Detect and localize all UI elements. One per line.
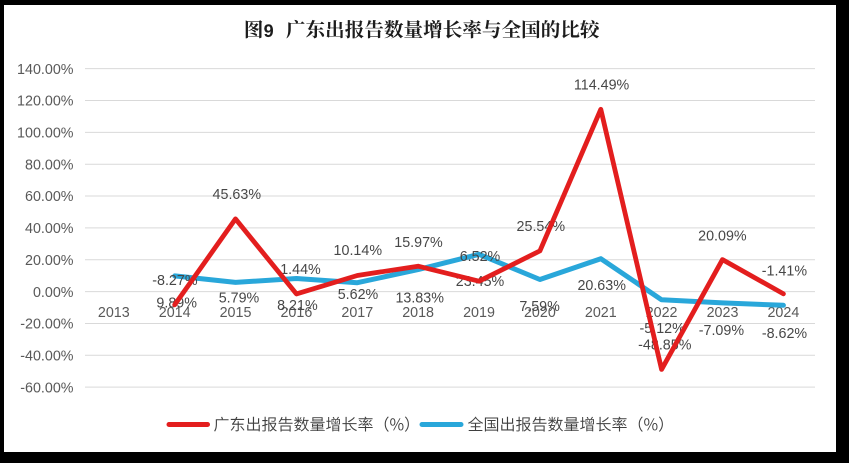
svg-text:10.14%: 10.14% [334,243,383,259]
svg-text:2015: 2015 [220,305,252,321]
svg-text:5.79%: 5.79% [219,291,260,307]
svg-text:2014: 2014 [159,305,191,321]
svg-text:2013: 2013 [98,305,130,321]
svg-text:15.97%: 15.97% [394,235,443,251]
svg-text:8.21%: 8.21% [277,298,318,314]
svg-text:100.00%: 100.00% [17,126,74,142]
svg-text:80.00%: 80.00% [25,157,74,173]
svg-text:0.00%: 0.00% [33,285,74,301]
svg-text:2024: 2024 [767,305,799,321]
svg-text:114.49%: 114.49% [574,78,630,94]
svg-text:2019: 2019 [463,305,495,321]
svg-text:2021: 2021 [585,305,617,321]
svg-text:2017: 2017 [341,305,373,321]
svg-text:6.52%: 6.52% [460,249,501,265]
svg-text:140.00%: 140.00% [17,62,74,78]
svg-text:1.44%: 1.44% [280,262,321,278]
svg-text:-60.00%: -60.00% [20,380,74,396]
svg-text:-7.09%: -7.09% [699,323,745,339]
svg-text:7.59%: 7.59% [519,299,560,315]
svg-text:25.54%: 25.54% [517,219,566,235]
svg-text:5.62%: 5.62% [338,287,379,303]
svg-text:2016: 2016 [280,305,312,321]
svg-text:2018: 2018 [402,305,434,321]
svg-text:-8.62%: -8.62% [762,326,808,342]
svg-text:20.63%: 20.63% [577,278,626,294]
svg-text:-20.00%: -20.00% [20,317,74,333]
svg-text:2022: 2022 [646,305,678,321]
svg-text:-48.85%: -48.85% [638,338,692,354]
svg-text:-40.00%: -40.00% [20,349,74,365]
svg-text:20.00%: 20.00% [25,253,74,269]
svg-text:2020: 2020 [524,305,556,321]
svg-text:60.00%: 60.00% [25,189,74,205]
svg-text:120.00%: 120.00% [17,94,74,110]
svg-text:-1.41%: -1.41% [762,263,808,279]
svg-text:20.09%: 20.09% [698,229,747,245]
svg-text:45.63%: 45.63% [213,187,262,203]
svg-text:2023: 2023 [707,305,739,321]
svg-text:40.00%: 40.00% [25,221,74,237]
svg-text:13.83%: 13.83% [395,291,444,307]
